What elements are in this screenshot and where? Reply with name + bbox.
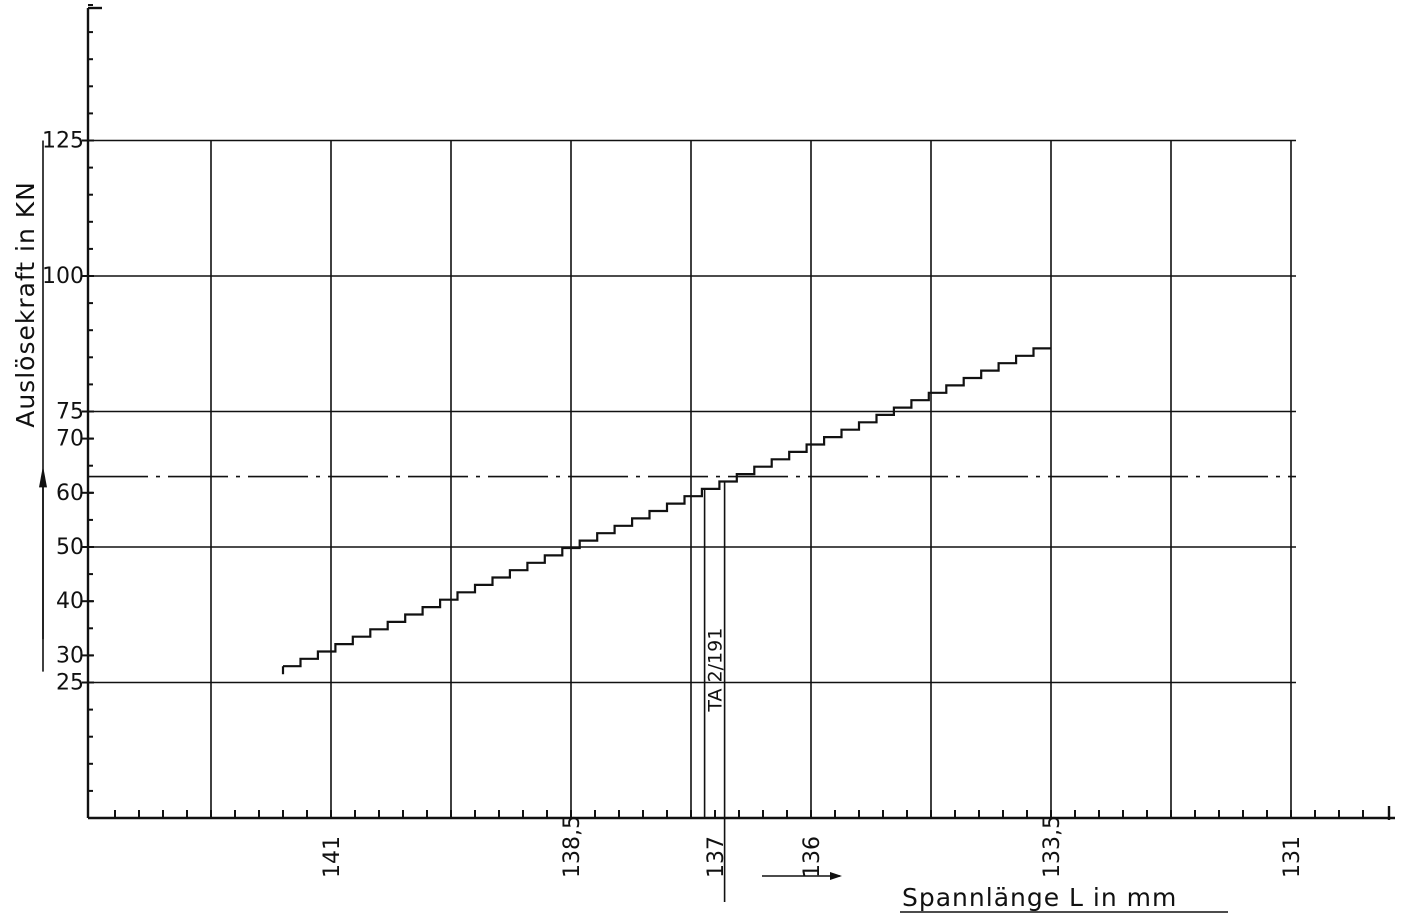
x-tick-label: 141 [320,836,345,878]
x-tick-label: 138,5 [560,815,585,878]
y-tick-label: 60 [56,481,84,506]
y-tick-label: 50 [56,535,84,560]
y-tick-label: 30 [56,643,84,668]
y-tick-label: 100 [42,264,84,289]
y-tick-label: 75 [56,400,84,425]
ta-annotation: TA 2/191 [705,628,727,713]
y-tick-label: 125 [42,129,84,154]
x-tick-label: 136 [800,836,825,878]
series-layer [281,347,1051,675]
x-tick-label: 133,5 [1040,815,1065,878]
x-tick-label: 137 [704,836,729,878]
series-line [283,347,1051,668]
x-tick-label: 131 [1280,836,1305,878]
y-tick-label: 25 [56,671,84,696]
x-axis-title: Spannlänge L in mm [902,883,1177,912]
y-axis-title: Auslösekraft in KN [11,181,40,428]
axes-layer [82,4,1395,820]
y-tick-label: 70 [56,427,84,452]
grid-layer [88,139,1296,902]
x-arrow-head [830,872,842,880]
y-arrow-head [39,465,47,488]
y-tick-label: 40 [56,589,84,614]
